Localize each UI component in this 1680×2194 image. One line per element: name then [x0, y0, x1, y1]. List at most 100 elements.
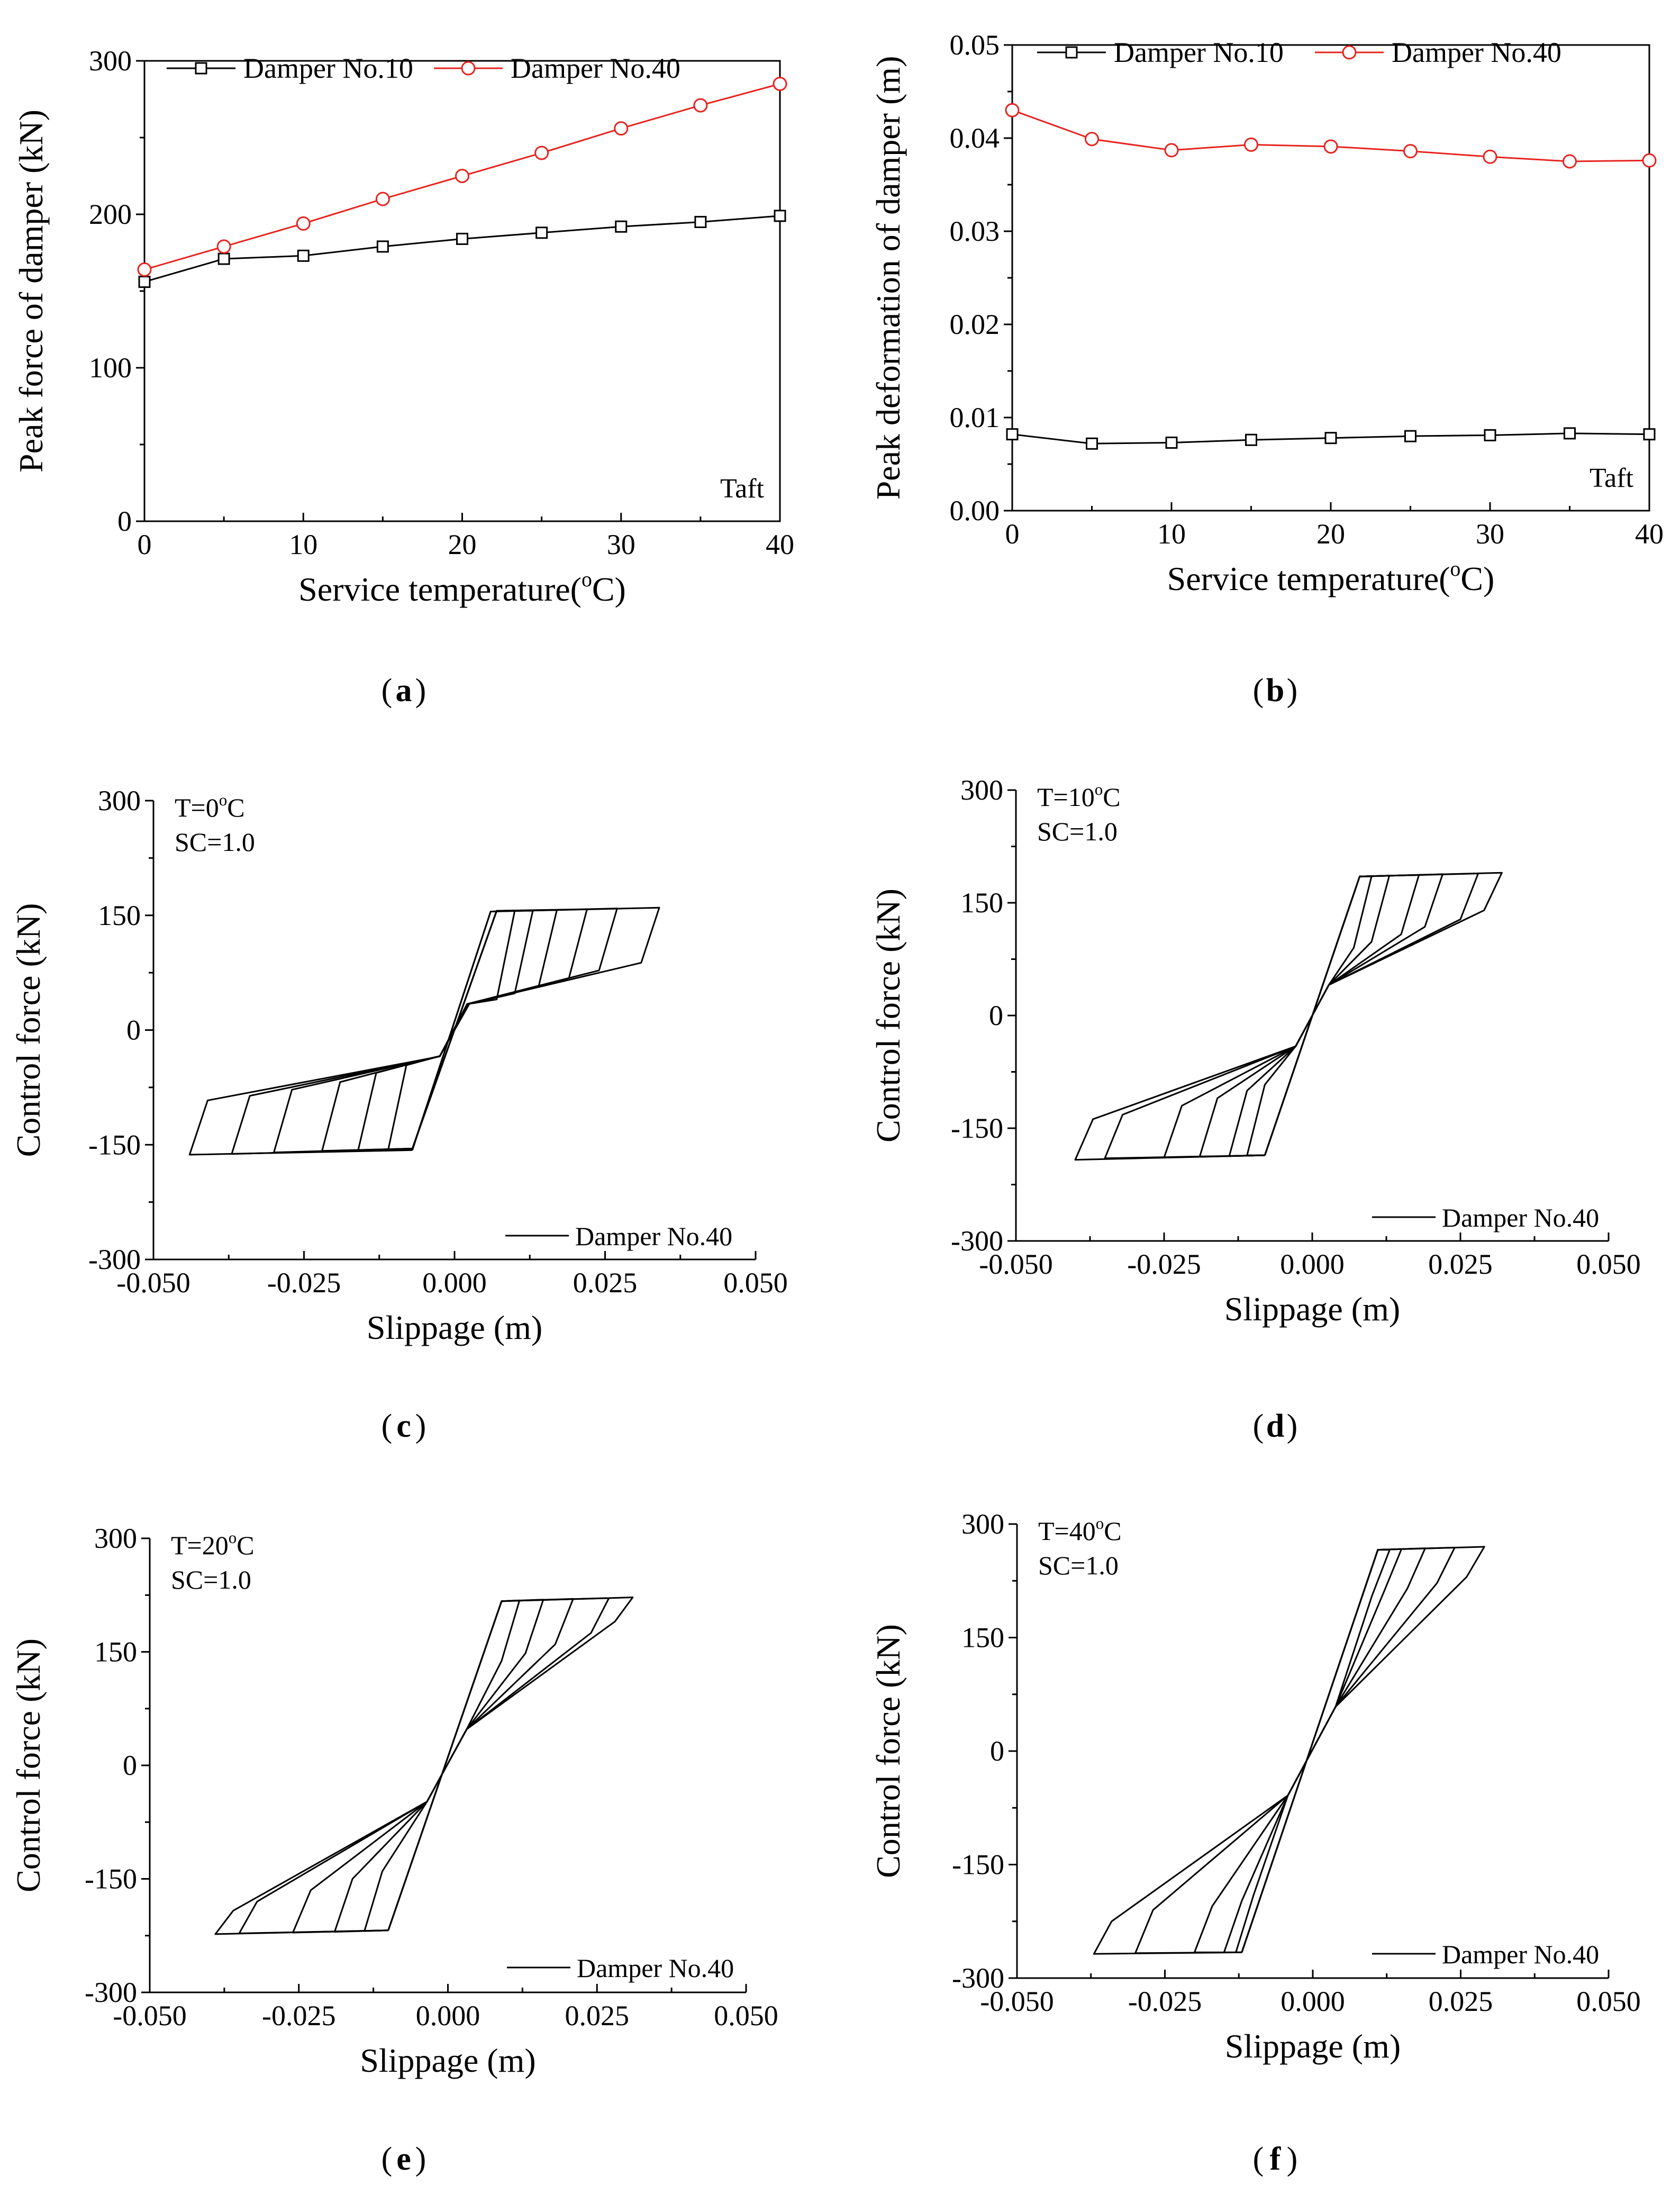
- hysteresis-loop-0: [1093, 1546, 1485, 1955]
- x-tick-label: 0.000: [422, 1267, 487, 1299]
- x-tick-label: 0.050: [1576, 1986, 1641, 2017]
- data-point-square: [217, 252, 230, 265]
- x-tick-label: 0.025: [1428, 1248, 1493, 1280]
- y-tick-label: 0.03: [950, 215, 1000, 247]
- data-point-square: [1643, 428, 1656, 441]
- text-segment: C): [1460, 560, 1494, 597]
- hysteresis-loop-3: [321, 909, 558, 1152]
- legend-label: Damper No.10: [1114, 37, 1284, 68]
- x-tick-label: -0.050: [113, 2000, 186, 2032]
- panel-label: d: [1266, 1408, 1284, 1444]
- x-tick-label: 0.050: [1576, 1248, 1641, 1280]
- y-tick-label: 0.02: [950, 309, 1000, 340]
- hysteresis-loop-1: [1134, 1546, 1456, 1954]
- panel-paren-open: (: [1253, 673, 1264, 709]
- data-point-circle: [296, 216, 311, 231]
- y-tick-label: -150: [951, 1112, 1003, 1144]
- text-segment: C): [592, 570, 626, 608]
- data-point-square: [615, 220, 628, 233]
- panel-paren-open: (: [1253, 2141, 1264, 2177]
- y-tick-label: 0: [117, 505, 132, 537]
- panel-label: c: [396, 1408, 411, 1444]
- y-axis-label: Control force (kN): [869, 889, 907, 1143]
- x-tick-label: 20: [448, 529, 477, 560]
- text-segment: T=40: [1038, 1516, 1096, 1546]
- panel-label: e: [396, 2141, 411, 2177]
- legend-marker-square: [1065, 46, 1078, 59]
- x-tick-label: 0.000: [1280, 1248, 1345, 1280]
- y-tick-label: 300: [98, 785, 141, 817]
- data-point-circle: [455, 169, 469, 183]
- degree-superscript: o: [1450, 557, 1460, 581]
- degree-superscript: o: [219, 791, 228, 809]
- y-tick-label: -150: [88, 1129, 141, 1161]
- x-axis-label: Slippage (m): [1225, 2027, 1401, 2065]
- temperature-text: T=40oC: [1038, 1514, 1122, 1546]
- hysteresis-loop-2: [292, 1598, 574, 1934]
- hysteresis-loop-0: [188, 906, 660, 1156]
- x-tick-label: 0.025: [565, 2000, 630, 2032]
- series-line-0: [144, 215, 780, 283]
- chart-b: 0 10 20 30 40 0.00 0.01 0.02 0.03 0.04 0.05 Service…: [869, 29, 1664, 709]
- annotation-text: Taft: [720, 474, 765, 504]
- data-point-square: [1324, 432, 1337, 445]
- panel-paren-close: ): [415, 1408, 426, 1444]
- legend-label: Damper No.40: [575, 1221, 732, 1251]
- data-point-square: [1404, 430, 1416, 442]
- data-point-square: [1086, 437, 1098, 450]
- x-tick-label: -0.050: [979, 1248, 1052, 1280]
- temperature-text: T=20oC: [171, 1528, 255, 1560]
- y-tick-label: 300: [960, 774, 1003, 806]
- data-point-square: [1564, 427, 1576, 440]
- y-tick-label: 0: [123, 1749, 137, 1781]
- text-segment: C: [1103, 782, 1120, 812]
- hysteresis-loop-5: [387, 910, 516, 1150]
- x-tick-label: -0.025: [267, 1267, 341, 1299]
- data-point-square: [376, 240, 389, 253]
- data-point-circle: [1244, 137, 1258, 152]
- data-point-circle: [1005, 103, 1020, 117]
- legend-marker-circle: [1342, 45, 1357, 60]
- chart-c: -0.050 -0.025 0.000 0.025 0.050 -300 -150 0 150 3…: [10, 785, 788, 1444]
- panel-paren-close: ): [415, 673, 426, 709]
- x-tick-label: -0.025: [1127, 1248, 1201, 1280]
- y-axis-label: Peak force of damper (kN): [12, 110, 50, 473]
- hysteresis-loop-4: [364, 1599, 521, 1932]
- y-tick-label: 0.05: [950, 29, 1000, 61]
- y-tick-label: 0.01: [950, 402, 1000, 433]
- chart-d: -0.050 -0.025 0.000 0.025 0.050 -300 -150 0 150 3…: [869, 774, 1641, 1444]
- chart-a: 0 10 20 30 40 0 100 200 300 Service temperature(o…: [12, 45, 794, 709]
- panel-paren-close: ): [1287, 1408, 1298, 1444]
- panel-label: b: [1266, 673, 1284, 709]
- x-axis-label: Service temperature(oC): [298, 568, 626, 608]
- data-point-circle: [1563, 154, 1577, 169]
- panel-paren-close: ): [415, 2141, 426, 2177]
- legend-label: Damper No.40: [511, 52, 680, 84]
- x-tick-label: 0.000: [1281, 1986, 1345, 2017]
- scale-coefficient-text: SC=1.0: [171, 1565, 251, 1594]
- x-tick-label: 0.025: [1429, 1986, 1493, 2017]
- y-tick-label: 300: [94, 1522, 137, 1554]
- x-tick-label: 40: [766, 529, 794, 560]
- x-tick-label: -0.025: [262, 2000, 335, 2032]
- y-tick-label: -150: [85, 1863, 137, 1895]
- scale-coefficient-text: SC=1.0: [1038, 1551, 1119, 1580]
- y-tick-label: 150: [960, 887, 1003, 919]
- text-segment: C: [227, 793, 244, 822]
- x-tick-label: 0.000: [416, 2000, 480, 2032]
- legend-marker-circle: [461, 61, 476, 76]
- y-tick-label: -300: [88, 1244, 141, 1275]
- data-point-square: [456, 232, 468, 245]
- data-point-square: [774, 210, 786, 222]
- y-tick-label: 300: [89, 45, 132, 77]
- data-point-square: [694, 216, 707, 228]
- scale-coefficient-text: SC=1.0: [175, 827, 255, 857]
- hysteresis-loop-5: [1246, 875, 1373, 1156]
- temperature-text: T=0oC: [175, 791, 245, 822]
- text-segment: C: [1104, 1516, 1121, 1546]
- data-point-circle: [137, 262, 152, 277]
- data-point-square: [1006, 428, 1019, 441]
- y-tick-label: 200: [89, 198, 132, 230]
- hysteresis-loop-2: [1163, 873, 1443, 1158]
- y-tick-label: 300: [961, 1508, 1004, 1540]
